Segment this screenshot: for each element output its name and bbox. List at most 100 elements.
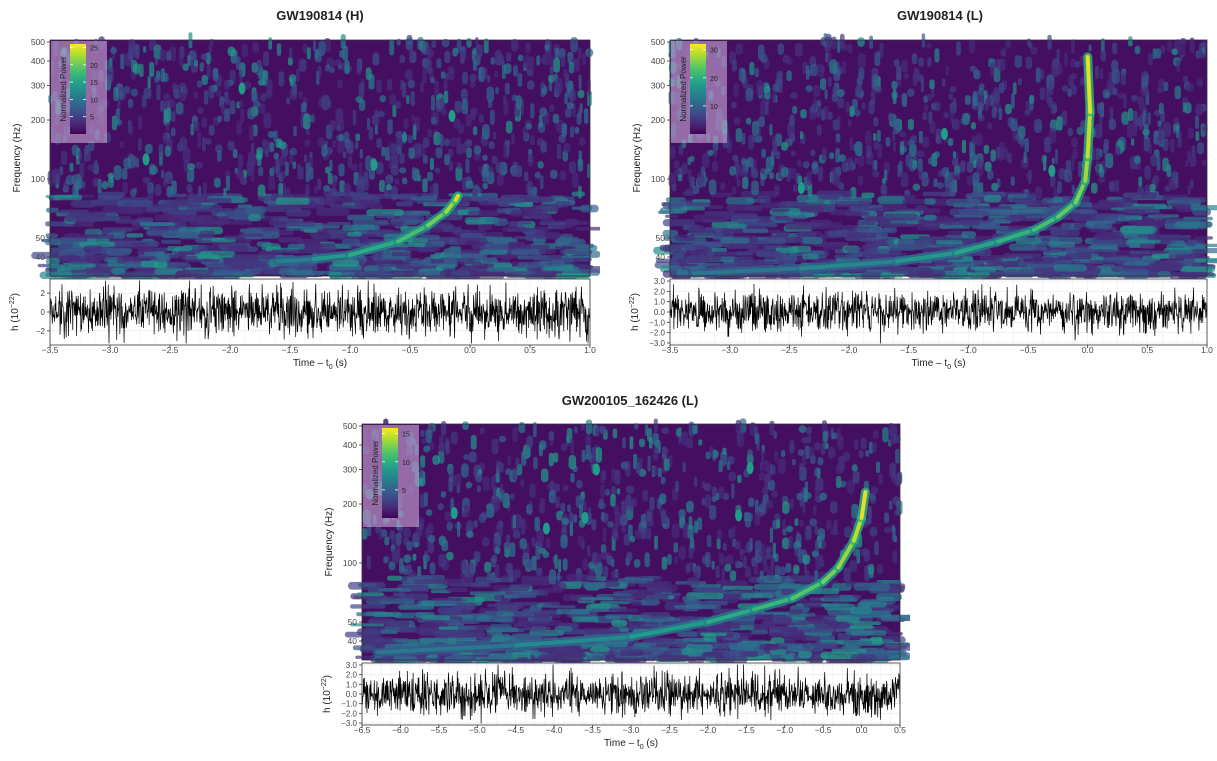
noise-pixel (470, 108, 478, 117)
noise-pixel (503, 95, 506, 104)
noise-pixel (755, 135, 762, 143)
noise-pixel (462, 99, 468, 115)
time-axis-label-base: Time – t (911, 358, 947, 369)
noise-pixel (624, 534, 630, 546)
noise-pixel (646, 581, 672, 588)
noise-pixel (747, 449, 753, 455)
noise-pixel (802, 505, 805, 513)
y-tick-label: −1.0 (649, 318, 665, 327)
noise-pixel (1068, 75, 1074, 86)
noise-pixel (357, 592, 384, 596)
noise-pixel (1175, 221, 1212, 228)
noise-pixel (180, 137, 187, 151)
noise-pixel (376, 138, 382, 148)
noise-pixel (837, 427, 840, 441)
noise-pixel (861, 193, 875, 198)
noise-pixel (641, 599, 660, 606)
noise-pixel (491, 57, 495, 64)
noise-pixel (790, 115, 795, 126)
noise-pixel (401, 565, 406, 572)
noise-pixel (392, 553, 400, 564)
noise-pixel (1178, 132, 1182, 148)
noise-pixel (589, 452, 593, 462)
noise-pixel (419, 466, 423, 479)
noise-pixel (468, 562, 475, 576)
time-axis-label-unit: (s) (951, 358, 965, 369)
noise-pixel (681, 163, 687, 175)
noise-pixel (102, 228, 133, 232)
noise-pixel (111, 268, 125, 274)
noise-pixel (1197, 142, 1204, 154)
noise-pixel (930, 121, 936, 133)
noise-pixel (420, 430, 425, 437)
noise-pixel (565, 108, 572, 118)
noise-pixel (1052, 158, 1055, 164)
noise-pixel (65, 214, 100, 222)
y-tick-label: 400 (31, 56, 45, 66)
noise-pixel (617, 488, 621, 494)
noise-pixel (956, 41, 961, 55)
noise-pixel (404, 118, 409, 129)
noise-pixel (171, 111, 175, 122)
noise-pixel (774, 514, 781, 521)
noise-pixel (493, 219, 509, 226)
noise-pixel (519, 518, 525, 524)
noise-pixel (1028, 42, 1032, 49)
noise-pixel (535, 172, 541, 179)
noise-pixel (338, 163, 344, 176)
noise-pixel (844, 567, 851, 582)
noise-pixel (464, 505, 470, 518)
noise-pixel (288, 244, 305, 250)
noise-pixel (590, 603, 611, 609)
noise-pixel (901, 172, 909, 187)
noise-pixel (806, 65, 809, 80)
noise-pixel (674, 543, 679, 553)
noise-pixel (472, 48, 476, 55)
noise-pixel (848, 119, 852, 127)
noise-pixel (720, 182, 725, 190)
noise-pixel (734, 118, 740, 125)
noise-pixel (399, 153, 405, 164)
noise-pixel (731, 102, 737, 109)
noise-pixel (786, 526, 793, 533)
y-tick-label: 100 (343, 558, 357, 568)
noise-pixel (906, 154, 913, 168)
noise-pixel (457, 625, 490, 630)
noise-pixel (692, 245, 706, 250)
noise-pixel (238, 154, 243, 168)
noise-pixel (195, 162, 203, 169)
noise-pixel (748, 498, 754, 508)
noise-pixel (515, 458, 519, 467)
noise-pixel (812, 251, 825, 255)
noise-pixel (466, 147, 472, 158)
noise-pixel (853, 144, 858, 152)
noise-pixel (946, 199, 980, 206)
noise-pixel (114, 165, 122, 180)
noise-pixel (682, 596, 697, 602)
noise-pixel (186, 184, 192, 193)
noise-pixel (1089, 260, 1126, 264)
noise-pixel (622, 437, 626, 448)
noise-pixel (319, 198, 353, 203)
noise-pixel (466, 180, 474, 189)
noise-pixel (876, 593, 902, 601)
noise-pixel (745, 566, 751, 577)
noise-pixel (731, 483, 734, 498)
noise-pixel (836, 133, 841, 142)
noise-pixel (924, 215, 936, 221)
colorbar-tick-label: 15 (402, 432, 410, 439)
noise-pixel (176, 102, 184, 115)
noise-pixel (420, 81, 423, 92)
chirp-track-segment (278, 259, 314, 261)
noise-pixel (636, 595, 668, 600)
noise-pixel (866, 144, 871, 158)
noise-pixel (171, 180, 176, 194)
noise-pixel (572, 617, 599, 623)
noise-pixel (611, 559, 615, 567)
noise-pixel (530, 197, 556, 202)
noise-pixel (874, 160, 878, 170)
noise-pixel (230, 100, 235, 114)
noise-pixel (912, 160, 917, 169)
x-tick-label: −2.5 (781, 345, 798, 355)
noise-pixel (443, 579, 473, 586)
